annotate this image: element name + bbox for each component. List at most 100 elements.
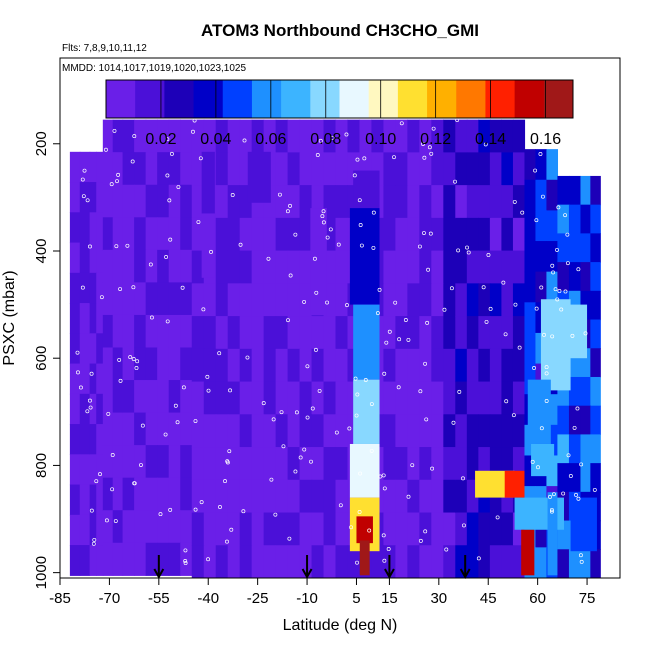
heatmap-cell [512, 119, 526, 153]
sample-point [134, 366, 139, 370]
heatmap-cell [102, 282, 114, 316]
heatmap-cell [89, 514, 97, 546]
heatmap-cell [134, 380, 147, 414]
sample-point [88, 244, 92, 249]
heatmap-cell [96, 242, 104, 274]
heatmap-cell [263, 217, 277, 252]
sample-point [196, 220, 201, 225]
heatmap-cell [546, 271, 559, 303]
sample-point [565, 261, 570, 266]
heatmap-cell [311, 316, 325, 350]
heatmap-cell [96, 514, 104, 546]
heatmap-cell [168, 119, 181, 153]
sample-point [544, 399, 549, 403]
sample-point [309, 459, 313, 464]
sample-point [423, 361, 428, 366]
sample-point [312, 256, 317, 261]
heatmap-cell [102, 249, 114, 283]
heatmap-column [69, 151, 91, 576]
heatmap-cell [145, 152, 158, 186]
heatmap-cell [466, 152, 479, 186]
heatmap-cell [501, 348, 514, 383]
heatmap-cell [478, 512, 491, 546]
sample-point [428, 231, 433, 236]
heatmap-cell [275, 152, 289, 186]
sample-point [495, 515, 500, 520]
heatmap-cell [134, 152, 147, 186]
heatmap-cell [478, 185, 491, 219]
heatmap-cell [112, 412, 124, 446]
heatmap-cell [311, 414, 325, 448]
heatmap-cell [395, 119, 408, 153]
heatmap-cell [371, 119, 385, 153]
sample-point [149, 315, 154, 320]
heatmap-cell [215, 152, 229, 186]
heatmap-cell [275, 250, 289, 284]
heatmap-cell [122, 152, 135, 186]
colorbar-segment [193, 80, 224, 118]
heatmap-cell [157, 119, 170, 153]
sample-point [183, 559, 188, 563]
heatmap-cell [455, 316, 468, 350]
heatmap-cell [168, 217, 181, 251]
heatmap-cell [79, 454, 91, 486]
heatmap-cell [512, 283, 526, 317]
colorbar-frame [105, 79, 574, 119]
heatmap-cell [180, 380, 193, 414]
heatmap-cell [275, 414, 289, 448]
heatmap-cell [89, 393, 97, 425]
heatmap-cell [191, 316, 205, 350]
sample-point [163, 432, 168, 437]
heatmap-cell [180, 217, 193, 251]
sample-point [403, 318, 408, 322]
sample-point [396, 385, 401, 390]
sample-point [130, 159, 135, 164]
heatmap-cell [524, 302, 537, 334]
sample-point [486, 252, 491, 257]
sample-point [158, 512, 163, 517]
heatmap-cell [524, 241, 537, 273]
heatmap-cell [323, 479, 337, 514]
heatmap-feature [356, 516, 373, 544]
heatmap-cell [407, 283, 420, 317]
heatmap-cell [568, 463, 582, 493]
heatmap-cell [568, 262, 582, 292]
heatmap-cell [431, 381, 444, 415]
heatmap-cell [407, 250, 420, 284]
sample-point [271, 417, 276, 422]
sample-point [421, 142, 425, 146]
sample-point [344, 132, 349, 137]
heatmap-cell [557, 175, 570, 206]
heatmap-cell [69, 393, 81, 425]
sample-point [225, 459, 230, 464]
sample-point [225, 539, 229, 544]
sample-point [92, 537, 97, 542]
colorbar-tick-label: 0.08 [310, 131, 341, 148]
heatmap-cell [102, 510, 114, 544]
heatmap-cell [287, 447, 301, 481]
heatmap-cell [227, 381, 241, 415]
heatmap-cell [478, 348, 491, 383]
heatmap-cell [203, 512, 217, 546]
heatmap-cell [395, 348, 408, 383]
heatmap-cell [275, 545, 289, 578]
heatmap-cell [145, 249, 158, 283]
sample-point [512, 199, 517, 204]
heatmap-cell [501, 283, 514, 317]
heatmap-cell [145, 510, 158, 544]
heatmap-cell [122, 184, 135, 218]
heatmap-cell [157, 249, 170, 283]
heatmap-cell [431, 185, 444, 219]
heatmap-cell [311, 545, 325, 578]
heatmap-cell [239, 479, 253, 514]
heatmap-cell [157, 445, 170, 479]
sample-point [285, 209, 290, 214]
sample-point [294, 410, 299, 415]
heatmap-cell [590, 319, 601, 349]
sample-point [488, 306, 493, 311]
heatmap-cell [287, 283, 301, 317]
heatmap-cell [96, 151, 104, 183]
sample-point [422, 155, 427, 160]
sample-point [116, 172, 121, 177]
sample-point [302, 299, 307, 304]
